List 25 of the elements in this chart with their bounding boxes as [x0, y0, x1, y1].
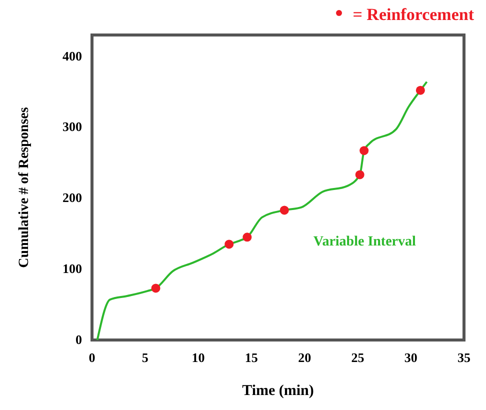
x-tick-label: 10: [192, 350, 205, 365]
point: [242, 232, 252, 242]
legend-label: = Reinforcement: [352, 5, 474, 24]
y-tick-label: 0: [76, 332, 82, 347]
x-tick-label: 0: [88, 350, 96, 365]
text: Variable Interval: [313, 234, 416, 250]
x-tick-label: 30: [404, 350, 418, 365]
x-tick-label: 20: [298, 350, 312, 365]
point: [280, 206, 289, 215]
y-tick-label: 400: [62, 48, 82, 64]
point: [355, 170, 364, 180]
point: [416, 86, 425, 95]
x-tick-label: 5: [142, 350, 149, 365]
line-series: [96, 80, 428, 341]
x-tick-label: 25: [351, 350, 365, 365]
x-axis-title: Time (min): [242, 383, 314, 399]
x-tick-label: 35: [458, 350, 471, 365]
x-tick-label: 15: [244, 350, 258, 365]
y-tick-label: 200: [62, 190, 82, 206]
y-tick-label: 100: [62, 261, 82, 276]
point: [151, 284, 160, 293]
y-tick-label: 300: [62, 119, 82, 134]
y-axis-title: Cumulative # of Responses: [17, 106, 32, 268]
point: [224, 240, 234, 249]
point: [360, 146, 369, 156]
